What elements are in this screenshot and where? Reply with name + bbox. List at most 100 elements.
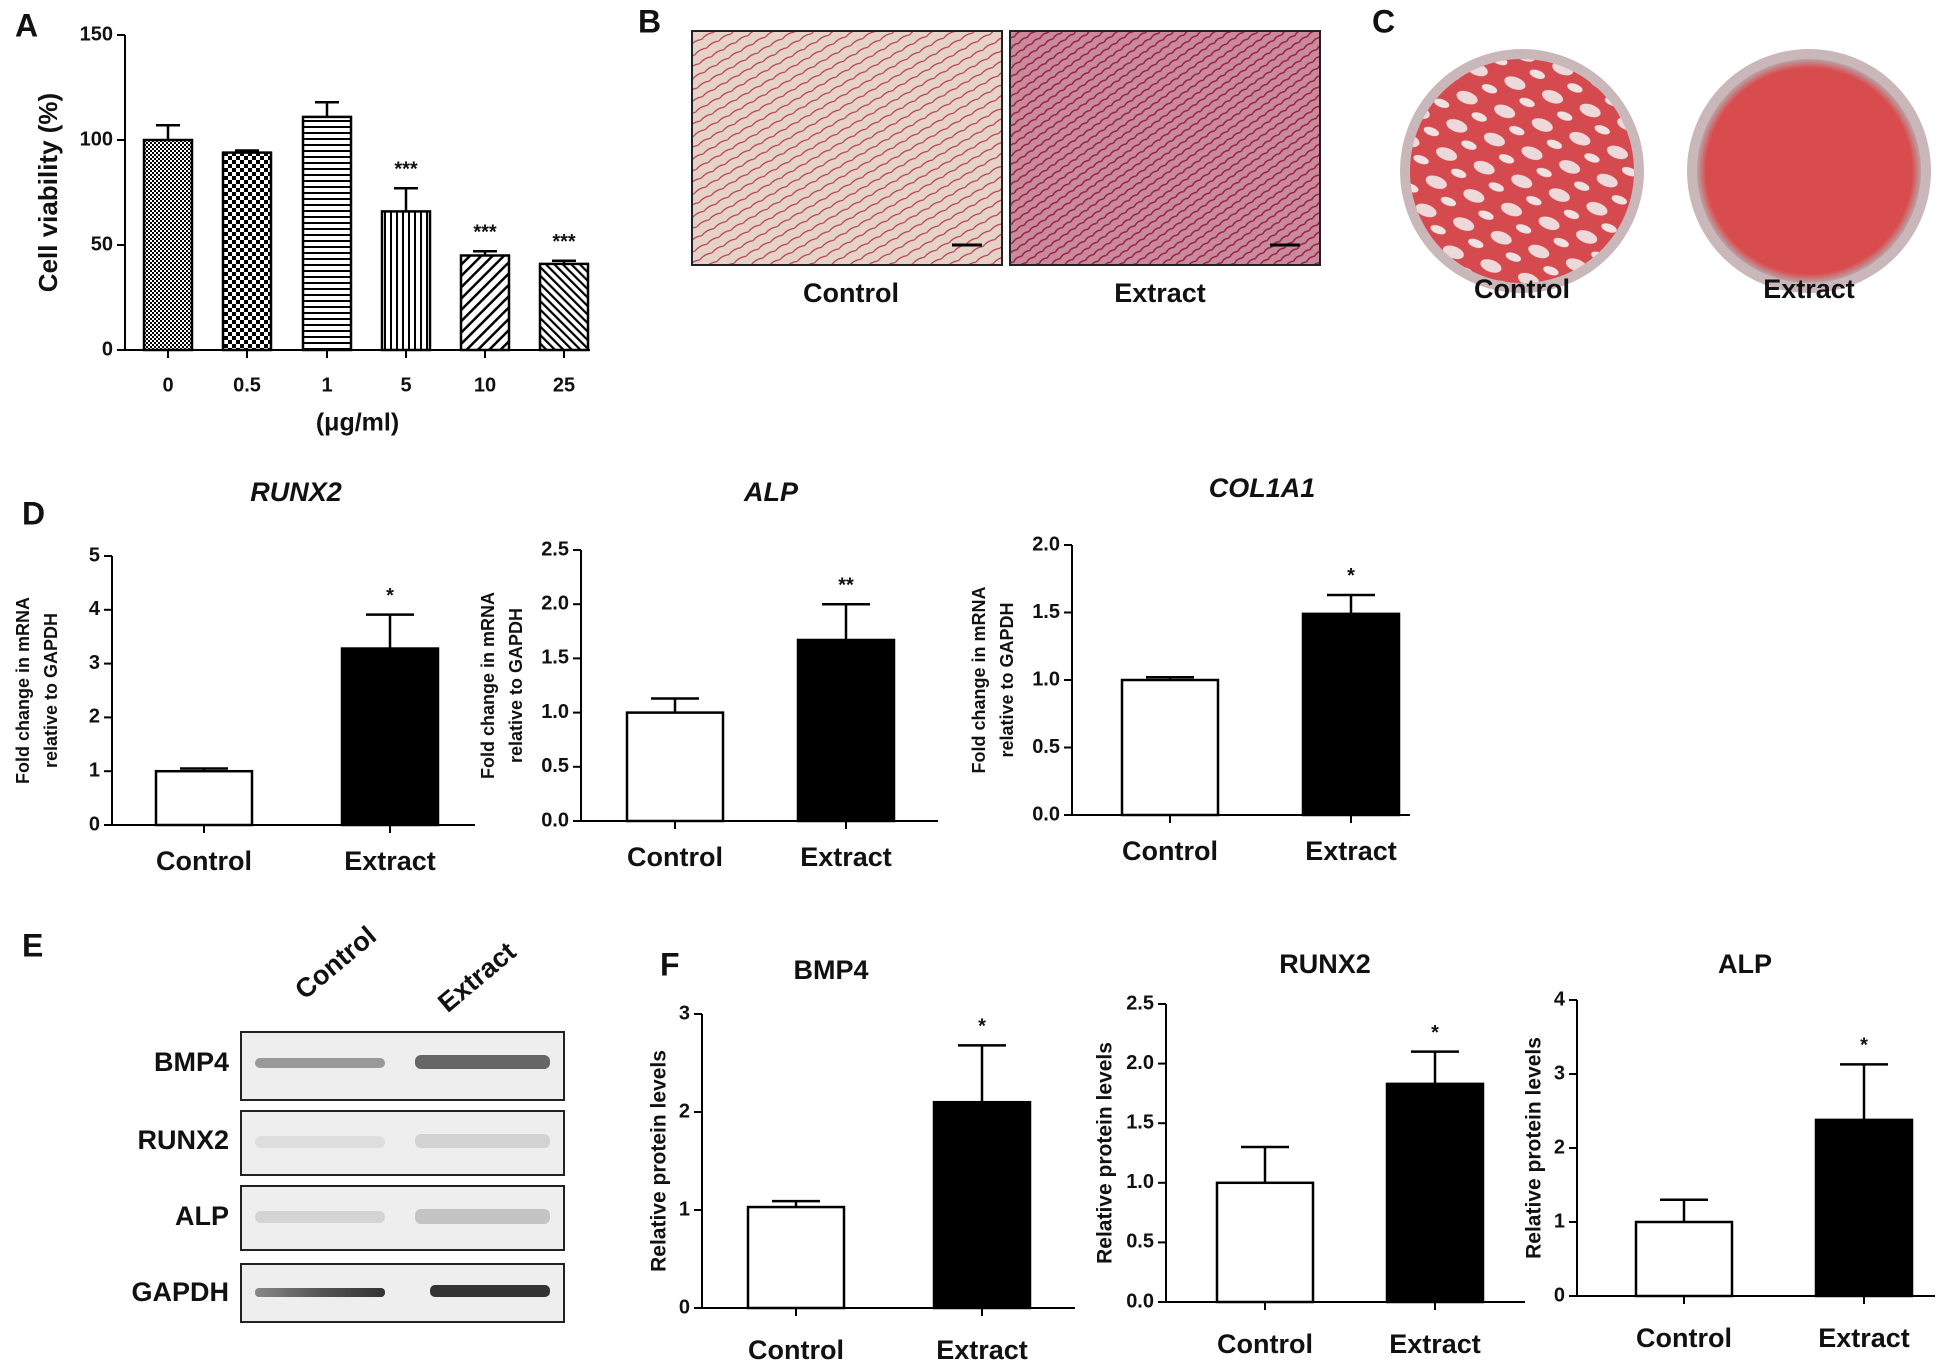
bar <box>1301 612 1401 817</box>
bar <box>625 711 725 823</box>
y-tick-label: 0.5 <box>541 755 569 777</box>
significance: * <box>978 1016 986 1038</box>
y-tick-label: 0.0 <box>1126 1290 1154 1312</box>
panel-letter: A <box>15 7 38 43</box>
row-label: BMP4 <box>154 1047 229 1077</box>
error-bar <box>1327 593 1375 614</box>
image-label: Control <box>1474 274 1570 304</box>
bar <box>142 138 194 352</box>
band <box>430 1285 550 1297</box>
error-bar <box>1411 1050 1459 1084</box>
x-tick-label: Control <box>156 846 252 876</box>
bar <box>1634 1220 1734 1298</box>
bar <box>301 115 353 352</box>
y-tick-label: 1.0 <box>541 701 569 723</box>
x-tick-label: 10 <box>474 374 496 396</box>
y-tick-label: 3 <box>1554 1062 1565 1084</box>
panel-letter: D <box>22 495 45 531</box>
x-tick-label: Control <box>748 1335 844 1365</box>
culture-dishes: Control Extract <box>1400 49 1931 304</box>
panel-letter: F <box>660 946 680 982</box>
y-tick-label: 3 <box>89 652 100 674</box>
x-tick-label: Control <box>1122 836 1218 866</box>
error-bar <box>1146 676 1194 680</box>
significance: * <box>386 585 394 607</box>
y-tick-label: 4 <box>89 598 101 620</box>
band <box>415 1055 550 1069</box>
y-tick-label: 2.5 <box>541 538 569 560</box>
dish-well <box>1410 59 1634 283</box>
error-bar <box>772 1199 820 1208</box>
x-tick-label: 0 <box>162 374 173 396</box>
y-axis-label: Relative protein levels <box>1523 1037 1546 1259</box>
y-axis-label: Fold change in mRNA <box>969 586 989 773</box>
chart: 0 1 2 3 Control * Extract Relative protein leve… <box>648 955 1075 1365</box>
error-bar <box>473 250 497 256</box>
y-tick-label: 1.0 <box>1032 668 1060 690</box>
x-tick-label: 5 <box>400 374 411 396</box>
x-tick-label: Control <box>1217 1329 1313 1359</box>
significance: * <box>1347 565 1355 587</box>
chart: 0 1 2 3 4 5 Control * Extract Fold change in mRNA… <box>13 477 475 876</box>
chart-title: ALP <box>743 477 799 507</box>
image-label: Extract <box>1763 274 1855 304</box>
y-axis-label: relative to GAPDH <box>997 602 1017 757</box>
x-tick-label: Extract <box>344 846 436 876</box>
x-tick-label: Control <box>1636 1323 1732 1353</box>
row-label: ALP <box>175 1201 229 1231</box>
row-label: RUNX2 <box>137 1125 229 1155</box>
y-tick-label: 0 <box>102 338 113 360</box>
bar <box>154 769 254 827</box>
error-bar <box>1840 1063 1888 1120</box>
x-tick-label: 1 <box>321 374 332 396</box>
error-bar <box>180 767 228 772</box>
error-bar <box>958 1044 1006 1103</box>
panel-letters: A B C D E F <box>15 3 1395 982</box>
x-axis-label: (μg/ml) <box>316 409 399 437</box>
x-tick-label: 25 <box>553 374 575 396</box>
image-label: Extract <box>1114 278 1206 308</box>
significance: *** <box>473 222 497 244</box>
bar <box>932 1100 1032 1310</box>
y-tick-label: 0.0 <box>541 809 569 831</box>
y-tick-label: 0 <box>679 1296 690 1318</box>
y-tick-label: 2.0 <box>1032 533 1060 555</box>
y-tick-label: 1.5 <box>541 647 569 669</box>
y-tick-label: 2.0 <box>1126 1052 1154 1074</box>
y-tick-label: 1 <box>89 759 100 781</box>
chart-title: ALP <box>1718 949 1772 979</box>
y-tick-label: 150 <box>80 23 113 45</box>
panel-letter: B <box>638 3 661 39</box>
band <box>255 1136 385 1148</box>
bar <box>1215 1181 1315 1304</box>
significance: ** <box>838 574 854 596</box>
y-tick-label: 2 <box>679 1100 690 1122</box>
y-tick-label: 4 <box>1554 988 1566 1010</box>
error-bar <box>1660 1198 1708 1222</box>
error-bar <box>552 259 576 264</box>
y-axis-label: relative to GAPDH <box>41 613 61 768</box>
row-label: GAPDH <box>131 1277 229 1307</box>
x-tick-label: Extract <box>936 1335 1028 1365</box>
error-bar <box>156 124 180 140</box>
error-bar <box>822 602 870 640</box>
y-tick-label: 2.0 <box>541 592 569 614</box>
bar <box>796 638 896 823</box>
chart: 0.0 0.5 1.0 1.5 2.0 2.5 Control * Extract Relativ… <box>1094 949 1525 1359</box>
chart-title: BMP4 <box>793 955 868 985</box>
x-tick-label: Control <box>627 842 723 872</box>
image-label: Control <box>803 278 899 308</box>
y-tick-label: 2.5 <box>1126 992 1154 1014</box>
error-bar <box>1241 1145 1289 1183</box>
bar <box>1385 1082 1485 1304</box>
lane-label: Control <box>289 920 382 1005</box>
y-tick-label: 0.0 <box>1032 803 1060 825</box>
y-tick-label: 3 <box>679 1002 690 1024</box>
x-tick-label: Extract <box>1818 1323 1910 1353</box>
band <box>255 1211 385 1223</box>
y-tick-label: 5 <box>89 544 100 566</box>
chart-title: RUNX2 <box>1279 949 1371 979</box>
x-tick-label: Extract <box>1389 1329 1481 1359</box>
y-axis-label: Relative protein levels <box>1094 1042 1117 1264</box>
